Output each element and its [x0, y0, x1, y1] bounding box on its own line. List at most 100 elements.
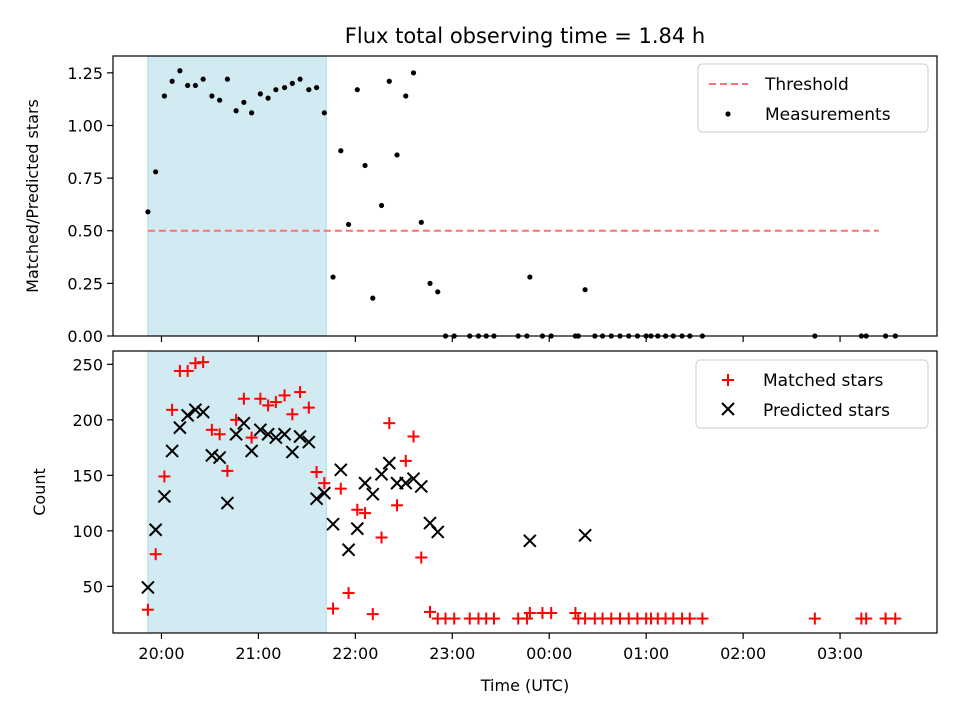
y-tick-label: 150: [72, 466, 103, 485]
predicted-star-marker: [157, 489, 172, 504]
ratio-legend: Threshold Measurements: [697, 63, 929, 133]
measurement-point: [582, 287, 588, 293]
legend-predicted-label: Predicted stars: [763, 401, 890, 421]
matched-star-marker: [221, 464, 234, 477]
ratio-y-ticks: 0.00 0.25 0.50 0.75 1.00 1.25: [67, 64, 113, 346]
measurement-point: [378, 202, 385, 209]
matched-star-marker: [545, 607, 558, 620]
measurement-point: [527, 274, 533, 280]
matched-star-marker: [399, 454, 412, 467]
measurement-point: [321, 110, 327, 116]
matched-star-marker: [889, 612, 902, 625]
y-tick-label: 1.00: [67, 116, 103, 135]
matched-star-marker: [351, 503, 364, 516]
y-tick-label: 50: [83, 577, 103, 596]
predicted-stars-points: [141, 403, 592, 595]
x-tick-label: 21:00: [235, 644, 281, 663]
matched-star-marker: [205, 423, 218, 436]
matched-star-marker: [197, 356, 210, 369]
measurement-point: [209, 93, 215, 99]
ratio-x-ticks: [160, 336, 841, 342]
matched-star-marker: [366, 608, 379, 621]
matched-star-marker: [569, 607, 582, 620]
matched-star-marker: [262, 399, 275, 412]
predicted-star-marker: [212, 450, 227, 465]
matched-star-marker: [254, 392, 267, 405]
predicted-star-marker: [399, 476, 413, 490]
x-axis-label: Time (UTC): [480, 676, 569, 695]
measurement-point: [418, 219, 424, 225]
predicted-star-marker: [188, 403, 203, 417]
predicted-star-marker: [173, 420, 187, 435]
y-tick-label: 100: [72, 522, 103, 541]
legend-matched-label: Matched stars: [763, 371, 883, 391]
measurement-point: [217, 97, 223, 103]
count-plot-frame: [112, 350, 938, 634]
matched-star-marker: [391, 499, 404, 512]
ratio-y-axis-label: Matched/Predicted stars: [23, 99, 42, 293]
x-tick-label: 00:00: [526, 644, 572, 663]
y-tick-label: 250: [72, 355, 103, 374]
predicted-star-marker: [244, 444, 259, 458]
count-x-ticks: 20:00 21:00 22:00 23:00 00:00 01:00 02:00 03:00: [138, 633, 863, 663]
measurement-point: [241, 99, 247, 105]
predicted-star-marker: [205, 448, 219, 463]
predicted-star-marker: [285, 445, 300, 459]
matched-star-marker: [269, 396, 282, 409]
count-legend-box: [695, 359, 929, 429]
measurement-point: [435, 289, 441, 295]
ratio-shaded-window: [147, 56, 327, 336]
measurement-point: [177, 68, 183, 74]
matched-star-marker: [237, 392, 250, 405]
ratio-legend-box: [697, 63, 929, 133]
predicted-star-marker: [382, 456, 396, 470]
matched-star-marker: [310, 466, 323, 479]
predicted-star-marker: [317, 486, 332, 500]
matched-star-marker: [683, 612, 696, 625]
predicted-star-marker: [431, 525, 445, 539]
measurement-point: [265, 95, 271, 101]
predicted-star-marker: [302, 435, 316, 449]
predicted-star-marker: [523, 534, 537, 548]
measurement-point: [306, 87, 312, 93]
count-legend: Matched stars Predicted stars: [695, 359, 929, 429]
predicted-star-marker: [350, 521, 364, 536]
measurement-point: [427, 280, 433, 286]
matched-star-marker: [383, 417, 396, 430]
ratio-plot-frame: [112, 55, 938, 337]
predicted-star-marker: [374, 467, 389, 481]
y-tick-label: 0.75: [67, 169, 103, 188]
matched-star-marker: [423, 605, 436, 618]
matched-star-marker: [286, 408, 299, 421]
predicted-star-marker: [341, 543, 356, 557]
measurement-point: [289, 80, 295, 86]
ratio-panel: 0.00 0.25 0.50 0.75 1.00 1.25 Matched/Predict…: [23, 55, 938, 346]
predicted-star-marker: [196, 405, 210, 419]
predicted-star-marker: [277, 427, 292, 441]
y-tick-label: 200: [72, 411, 103, 430]
matched-star-marker: [520, 612, 533, 625]
chart-title: Flux total observing time = 1.84 h: [345, 24, 705, 48]
measurement-point: [386, 78, 392, 84]
matched-star-marker: [359, 507, 372, 520]
matched-star-marker: [278, 389, 291, 402]
measurement-point: [345, 221, 352, 228]
matched-star-marker: [302, 401, 315, 414]
measurement-point: [169, 78, 175, 84]
predicted-star-marker: [237, 416, 251, 430]
matched-star-marker: [415, 551, 428, 564]
predicted-star-marker: [334, 463, 348, 477]
y-tick-label: 0.00: [67, 327, 103, 346]
matched-star-marker: [318, 477, 331, 490]
count-shaded-window: [147, 351, 327, 633]
measurement-point: [200, 76, 206, 82]
predicted-star-marker: [414, 479, 428, 494]
legend-threshold-label: Threshold: [764, 75, 849, 95]
observing-window-band: [147, 56, 327, 336]
measurement-point: [330, 274, 336, 280]
matched-star-marker: [860, 612, 873, 625]
measurement-point: [161, 93, 167, 99]
matched-star-marker: [181, 364, 194, 377]
x-tick-label: 03:00: [817, 644, 863, 663]
matched-star-marker: [342, 587, 355, 600]
